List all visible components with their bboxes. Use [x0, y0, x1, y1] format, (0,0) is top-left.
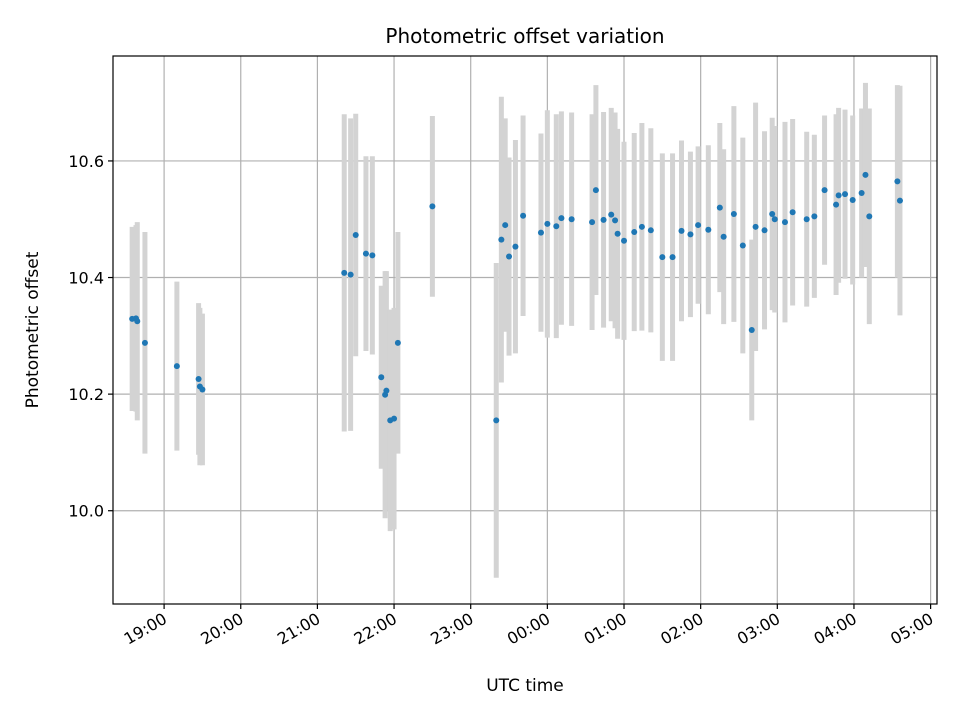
data-point [789, 209, 796, 216]
plot-area-frame [112, 55, 938, 605]
data-point [705, 226, 712, 233]
data-point [141, 339, 148, 346]
data-point [553, 223, 560, 230]
data-point [362, 250, 369, 257]
data-point [502, 222, 509, 229]
data-point [821, 187, 828, 194]
data-point [378, 374, 385, 381]
data-point [592, 187, 599, 194]
data-point [352, 231, 359, 238]
data-point [537, 229, 544, 236]
data-point [520, 212, 527, 219]
x-axis-label: UTC time [486, 676, 564, 696]
data-point [669, 254, 676, 261]
data-point [835, 192, 842, 199]
data-point [544, 220, 551, 227]
y-tick-label: 10.0 [68, 502, 104, 521]
data-point [659, 254, 666, 261]
data-point [781, 219, 788, 226]
data-point [720, 233, 727, 240]
data-point [506, 253, 513, 260]
data-point [195, 375, 202, 382]
data-point [803, 216, 810, 223]
data-point [716, 204, 723, 211]
data-point [647, 227, 654, 234]
data-point [862, 171, 869, 178]
data-point [608, 211, 615, 218]
data-point [614, 230, 621, 237]
data-point [896, 197, 903, 204]
data-point [739, 242, 746, 249]
data-point [771, 216, 778, 223]
data-point [695, 222, 702, 229]
data-point [769, 210, 776, 217]
y-axis-label: Photometric offset [23, 251, 43, 408]
data-point [730, 210, 737, 217]
data-point [894, 178, 901, 185]
data-point [394, 339, 401, 346]
y-axis-ticks: 10.0 10.2 10.4 10.6 [68, 152, 113, 521]
data-points [129, 171, 903, 424]
data-point [512, 243, 519, 250]
data-point [383, 387, 390, 394]
data-point [341, 269, 348, 276]
data-point [842, 191, 849, 198]
y-tick-label: 10.2 [68, 385, 104, 404]
data-point [612, 217, 619, 224]
data-point [558, 215, 565, 222]
data-point [833, 201, 840, 208]
data-point [498, 236, 505, 243]
data-point [621, 237, 628, 244]
data-point [752, 223, 759, 230]
data-point [600, 216, 607, 223]
data-point [134, 318, 141, 325]
data-point [866, 213, 873, 220]
data-point [369, 252, 376, 259]
y-tick-label: 10.6 [68, 152, 104, 171]
data-point [199, 386, 206, 393]
data-point [678, 227, 685, 234]
data-point [568, 216, 575, 223]
data-point [173, 363, 180, 370]
data-point [493, 417, 500, 424]
data-point [748, 327, 755, 333]
data-point [687, 231, 694, 238]
y-tick-label: 10.4 [68, 269, 104, 288]
data-point [347, 271, 354, 278]
data-point [391, 415, 398, 422]
data-point [811, 213, 818, 220]
data-point [589, 219, 596, 226]
data-point [638, 223, 645, 230]
chart-title: Photometric offset variation [385, 24, 664, 48]
data-point [761, 227, 768, 234]
data-point [849, 196, 856, 203]
data-point [858, 190, 865, 196]
data-point [429, 203, 436, 210]
data-point [631, 229, 638, 236]
